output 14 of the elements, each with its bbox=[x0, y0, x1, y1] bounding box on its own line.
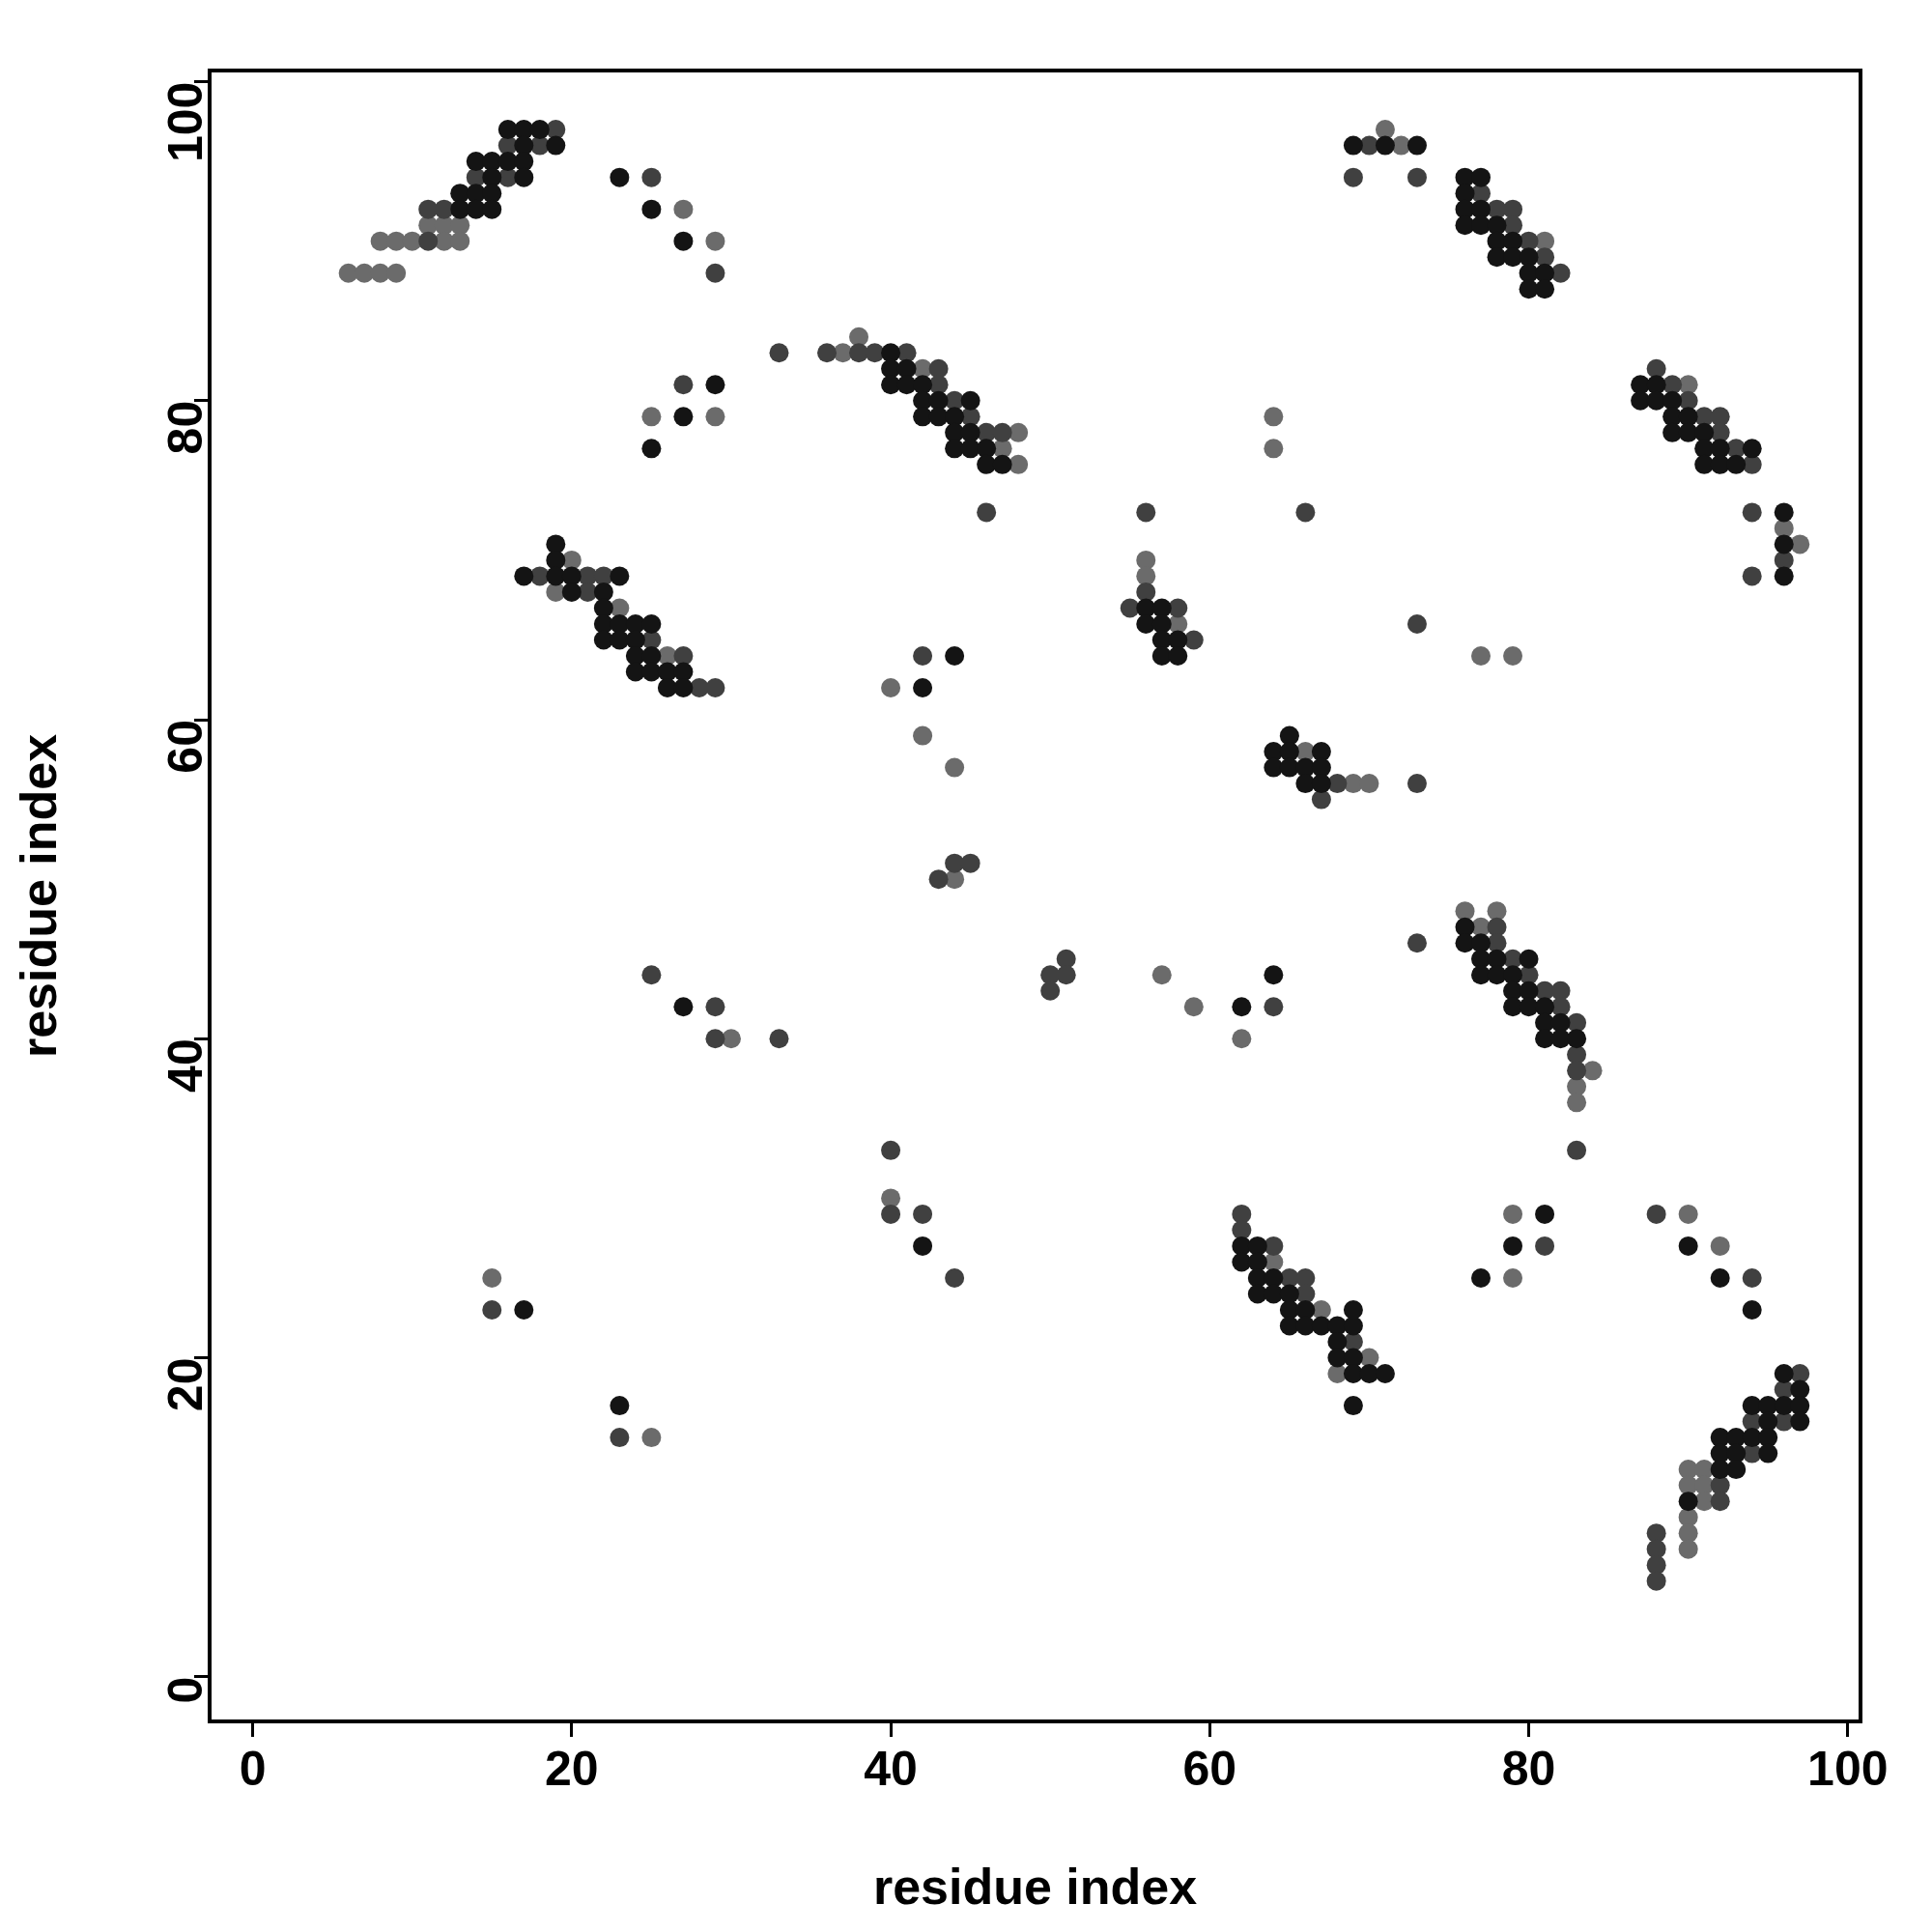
x-tick-label: 100 bbox=[1807, 1741, 1889, 1796]
x-tick-label: 0 bbox=[239, 1741, 267, 1796]
x-tick-label: 40 bbox=[864, 1741, 918, 1796]
x-tick-label: 60 bbox=[1182, 1741, 1237, 1796]
y-tick-label: 20 bbox=[157, 1357, 213, 1412]
y-tick-label: 80 bbox=[157, 400, 213, 455]
y-tick-label: 40 bbox=[157, 1038, 213, 1093]
x-tick-label: 20 bbox=[545, 1741, 599, 1796]
y-tick-label: 100 bbox=[157, 81, 213, 162]
x-axis-title: residue index bbox=[872, 1859, 1198, 1916]
y-axis-title: residue index bbox=[10, 733, 67, 1059]
x-tick-label: 80 bbox=[1501, 1741, 1556, 1796]
y-tick-label: 0 bbox=[157, 1676, 213, 1704]
y-tick-label: 60 bbox=[157, 720, 213, 774]
